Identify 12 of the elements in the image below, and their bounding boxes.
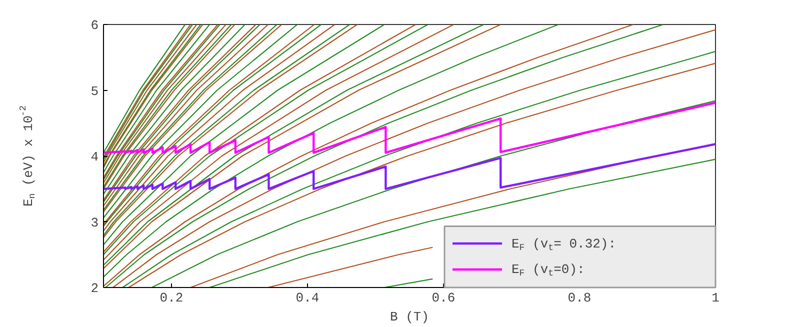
- y-tick-label: 6: [90, 18, 99, 33]
- x-tick-label: 0.8: [568, 290, 592, 306]
- x-tick-label: 0.2: [160, 290, 184, 306]
- y-tick-label: 3: [90, 215, 99, 230]
- x-axis-title: B (T): [390, 310, 430, 324]
- x-tick-label: 0.4: [296, 290, 320, 306]
- y-tick-label: 2: [90, 281, 99, 296]
- y-axis-title: En (eV) x 10-2: [18, 105, 38, 207]
- x-tick-label: 1: [712, 290, 720, 306]
- y-tick-label: 4: [90, 150, 99, 164]
- y-tick-label: 5: [90, 84, 99, 99]
- x-tick-label: 0.6: [432, 290, 456, 306]
